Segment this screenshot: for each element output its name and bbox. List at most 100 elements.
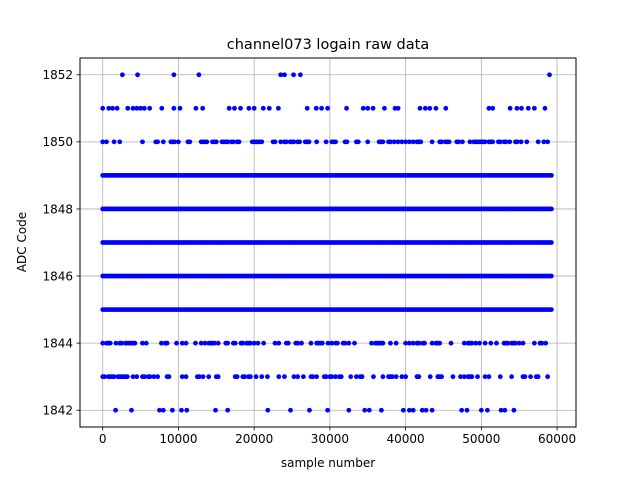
data-point [443, 105, 449, 111]
data-point [419, 407, 425, 413]
data-point [548, 206, 554, 212]
data-point [467, 139, 473, 145]
data-point [464, 407, 470, 413]
data-point [295, 340, 301, 346]
data-point [110, 105, 115, 111]
data-point [171, 105, 177, 111]
data-point [400, 407, 406, 413]
data-point [246, 105, 252, 111]
data-point [524, 139, 530, 145]
data-point [490, 139, 496, 145]
data-point [423, 407, 429, 413]
data-point [371, 374, 376, 380]
data-point [204, 139, 210, 145]
y-tick-label: 1846 [42, 269, 73, 283]
data-point [427, 105, 433, 111]
data-points [100, 72, 554, 413]
data-point [477, 340, 482, 346]
data-point [528, 374, 533, 380]
data-point [325, 407, 331, 413]
data-point [403, 340, 409, 346]
y-axis: 1842 1844 1846 1848 1850 1852 [42, 68, 80, 418]
data-point [140, 340, 145, 346]
data-point [242, 374, 248, 380]
data-point [439, 139, 444, 145]
data-point [259, 139, 265, 145]
data-point [117, 139, 123, 145]
data-point [304, 105, 310, 111]
data-point [461, 374, 467, 380]
data-point [542, 105, 548, 111]
data-point [266, 105, 272, 111]
data-point [276, 340, 282, 346]
data-point [329, 340, 335, 346]
data-point [418, 139, 424, 145]
data-point [104, 139, 109, 145]
data-point [488, 340, 494, 346]
data-point [461, 340, 467, 346]
data-point [507, 139, 513, 145]
data-point [346, 340, 352, 346]
x-tick-label: 30000 [311, 432, 349, 446]
data-point [514, 139, 520, 145]
data-point [427, 374, 433, 380]
data-point [179, 407, 184, 413]
data-point [548, 240, 554, 245]
data-point [159, 105, 165, 111]
data-point [520, 340, 526, 346]
data-point [200, 374, 206, 380]
data-point [429, 340, 435, 346]
data-point [295, 374, 301, 380]
data-point [325, 340, 331, 346]
data-point [278, 139, 284, 145]
data-point [437, 340, 443, 346]
data-point [240, 340, 246, 346]
data-point [531, 340, 537, 346]
data-point [516, 340, 522, 346]
data-point [388, 340, 393, 346]
data-point [276, 374, 282, 380]
data-point [260, 105, 266, 111]
data-point [155, 139, 161, 145]
data-point [380, 374, 386, 380]
data-point [531, 105, 537, 111]
data-point [184, 407, 190, 413]
data-point [545, 139, 551, 145]
data-point [439, 374, 444, 380]
data-point [124, 374, 130, 380]
data-point [410, 139, 416, 145]
x-tick-label: 10000 [159, 432, 197, 446]
data-point [297, 139, 303, 145]
data-point [547, 72, 552, 78]
data-point [160, 139, 166, 145]
data-point [353, 374, 359, 380]
data-point [450, 374, 456, 380]
x-tick-label: 50000 [462, 432, 500, 446]
data-point [494, 340, 499, 346]
data-point [548, 273, 554, 279]
data-point [429, 407, 435, 413]
data-point [171, 72, 177, 78]
data-point [255, 340, 261, 346]
data-point [348, 374, 354, 380]
data-point [100, 139, 106, 145]
x-tick-label: 20000 [235, 432, 273, 446]
data-point [498, 407, 504, 413]
data-point [230, 139, 236, 145]
data-point [429, 139, 435, 145]
data-point [174, 340, 179, 346]
data-point [238, 105, 243, 111]
data-point [225, 407, 231, 413]
data-point [519, 105, 524, 111]
data-point [393, 340, 399, 346]
data-point [497, 374, 503, 380]
data-point [478, 407, 484, 413]
data-point [183, 340, 189, 346]
data-point [497, 139, 503, 145]
data-point [456, 139, 462, 145]
data-point [265, 374, 270, 380]
data-point [100, 340, 106, 346]
data-point [514, 105, 520, 111]
data-point [232, 105, 237, 111]
